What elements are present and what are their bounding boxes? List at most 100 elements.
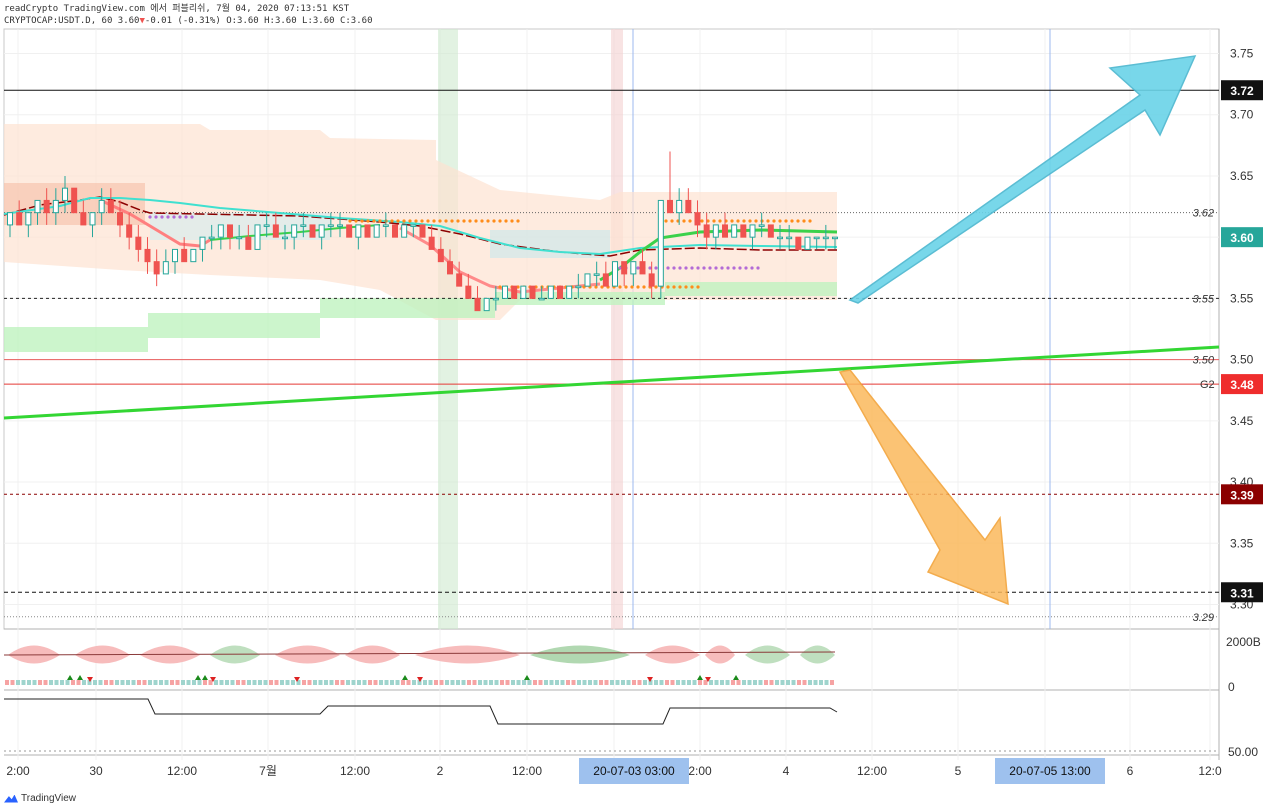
candle-body: [795, 236, 802, 250]
volume-bar: [417, 680, 422, 685]
volume-bar: [813, 680, 818, 685]
orange-signal-dot: [366, 219, 370, 223]
price-tick-label: 3.75: [1230, 46, 1254, 60]
volume-bar: [703, 680, 708, 685]
orange-signal-dot: [516, 219, 520, 223]
volume-bar: [285, 680, 290, 685]
candle-body: [492, 297, 499, 301]
volume-bar: [131, 680, 136, 685]
crosshair-time-label: 20-07-05 13:00: [1009, 764, 1091, 778]
time-tick-label: 7월: [259, 764, 277, 778]
volume-down-triangle: [210, 677, 216, 682]
orange-signal-dot: [766, 219, 770, 223]
candle-body: [89, 212, 96, 226]
volume-bar: [571, 680, 576, 685]
purple-signal-dot: [184, 215, 188, 219]
orange-signal-dot: [426, 219, 430, 223]
volume-bar: [109, 680, 114, 685]
volume-bar: [505, 680, 510, 685]
crosshair-time-box: [995, 758, 1105, 784]
purple-signal-dot: [654, 266, 658, 270]
candle-body: [181, 248, 188, 263]
volume-bar: [164, 680, 169, 685]
volume-up-triangle: [202, 675, 208, 680]
orange-signal-dot: [624, 285, 628, 289]
volume-bar: [626, 680, 631, 685]
candle-body: [447, 261, 453, 275]
volume-bar: [214, 680, 218, 685]
volume-bar: [225, 680, 229, 685]
candle-body: [309, 224, 316, 238]
volume-bar: [208, 680, 213, 685]
orange-signal-dot: [408, 219, 412, 223]
candle-body: [318, 224, 325, 238]
purple-signal-dot: [744, 266, 748, 270]
volume-down-triangle: [87, 677, 93, 682]
ascending-trendline: [3, 345, 1220, 420]
volume-down-triangle: [647, 677, 653, 682]
teal-ma-line: [3, 197, 838, 256]
orange-signal-dot: [682, 219, 686, 223]
level-annotation: 3.55: [1193, 293, 1215, 305]
orange-signal-dot: [618, 285, 622, 289]
volume-bar: [797, 680, 801, 685]
candle-body: [437, 248, 444, 263]
price-tick-label: 3.65: [1230, 169, 1254, 183]
candle-body: [529, 285, 536, 299]
candle-body: [382, 224, 389, 227]
volume-ribbon-midline: [3, 651, 836, 656]
volume-bar: [681, 680, 686, 685]
orange-signal-dot: [670, 219, 674, 223]
price-axis-badge: [1221, 484, 1263, 505]
candle-body: [456, 273, 463, 287]
volume-bar: [43, 680, 48, 685]
volume-ribbon-blob: [415, 645, 520, 664]
volume-bar: [54, 680, 59, 685]
orange-signal-dot: [784, 219, 788, 223]
green-support-cloud: [4, 282, 837, 352]
footer-brand: TradingView: [21, 793, 77, 804]
volume-bar: [555, 680, 559, 685]
candle-body: [199, 236, 206, 250]
time-axis[interactable]: 2:00 30 12:00 7월 12:00 2 12:00 2:00 4 12:00 5 6 12:0…: [6, 758, 1222, 784]
orange-signal-dot: [444, 219, 448, 223]
volume-bar: [538, 680, 543, 685]
time-tick-label: 12:00: [167, 764, 197, 778]
candle-body: [428, 236, 435, 250]
volume-bar: [808, 680, 812, 685]
volume-bar: [582, 680, 587, 685]
candle-body: [722, 224, 728, 238]
volume-bar: [764, 680, 768, 685]
candle-body: [126, 224, 133, 238]
orange-signal-dot: [808, 219, 812, 223]
purple-signal-dot: [726, 266, 730, 270]
volume-bar: [736, 680, 741, 685]
volume-bar: [335, 680, 339, 685]
candle-body: [227, 224, 233, 238]
candle-body: [392, 224, 398, 238]
volume-bar: [769, 680, 774, 685]
volume-bar: [522, 680, 526, 685]
volume-bar: [65, 680, 70, 685]
orange-signal-dot: [480, 219, 484, 223]
orange-signal-dot: [498, 219, 502, 223]
price-axis-badge: [1221, 374, 1263, 395]
price-badge-tag: G2: [1200, 379, 1215, 391]
candle-body: [712, 224, 719, 238]
price-axis[interactable]: 3.303.353.403.453.503.553.603.653.703.75…: [1226, 46, 1261, 759]
purple-signal-dot: [166, 215, 170, 219]
candle-body: [153, 261, 160, 275]
orange-signal-dot: [396, 219, 400, 223]
volume-down-triangle: [705, 677, 711, 682]
candle-body: [547, 285, 554, 299]
orange-signal-dot: [594, 285, 598, 289]
volume-bar: [324, 680, 328, 685]
candle-body: [557, 285, 563, 299]
price-axis-badge: [1221, 227, 1263, 248]
candle-body: [172, 248, 178, 263]
orange-signal-dot: [654, 285, 658, 289]
volume-bar: [824, 680, 829, 685]
volume-zero-label: 0: [1228, 680, 1235, 694]
volume-bar: [5, 680, 9, 685]
